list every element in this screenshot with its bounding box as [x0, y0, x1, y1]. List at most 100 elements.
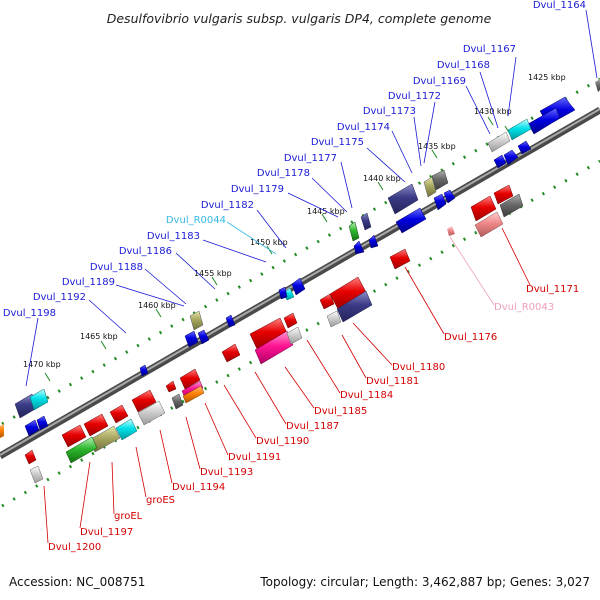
gene-label[interactable]: Dvul_1185 — [314, 406, 367, 417]
tick-label: 1465 kbp — [80, 332, 118, 341]
gene-feature[interactable] — [395, 207, 427, 234]
gene-label[interactable]: Dvul_1182 — [201, 200, 254, 211]
gene-feature[interactable] — [431, 169, 449, 191]
gene-feature[interactable] — [182, 385, 205, 404]
gene-label[interactable]: Dvul_1178 — [257, 168, 310, 179]
forward-gene-labels: Dvul_1164 Dvul_1167 Dvul_1168 Dvul_1169 … — [3, 0, 586, 319]
gene-feature[interactable] — [254, 330, 294, 365]
gene-feature[interactable] — [36, 415, 49, 431]
gene-label[interactable]: Dvul_1173 — [363, 106, 416, 117]
gene-feature[interactable] — [131, 389, 157, 413]
gene-feature[interactable] — [291, 277, 306, 296]
gene-feature[interactable] — [368, 234, 379, 249]
gene-label[interactable]: Dvul_1189 — [62, 277, 115, 288]
gene-feature[interactable] — [29, 465, 44, 484]
gene-feature[interactable] — [470, 195, 497, 222]
gene-feature[interactable] — [595, 79, 600, 92]
gene-feature[interactable] — [197, 329, 210, 345]
gene-feature[interactable] — [61, 424, 87, 448]
gene-label[interactable]: Dvul_1190 — [256, 436, 309, 447]
gene-feature[interactable] — [517, 140, 532, 155]
gene-feature[interactable] — [24, 449, 37, 465]
gene-label[interactable]: groES — [146, 495, 175, 506]
gene-label[interactable]: Dvul_1164 — [533, 0, 586, 11]
gene-feature[interactable] — [24, 419, 40, 437]
gene-label[interactable]: Dvul_1187 — [286, 421, 339, 432]
gene-feature[interactable] — [474, 211, 504, 238]
gene-feature[interactable] — [503, 149, 519, 166]
gene-feature[interactable] — [189, 310, 204, 331]
gene-feature[interactable] — [29, 388, 49, 411]
gene-feature[interactable] — [499, 193, 524, 218]
gene-label[interactable]: Dvul_1174 — [337, 122, 390, 133]
gene-feature[interactable] — [326, 310, 342, 328]
gene-feature[interactable] — [319, 293, 335, 310]
gene-label[interactable]: Dvul_R0043 — [494, 302, 554, 313]
gene-feature[interactable] — [387, 183, 419, 215]
gene-feature[interactable] — [83, 413, 109, 437]
gene-feature[interactable] — [137, 400, 166, 426]
reverse-gene-labels: Dvul_1171 Dvul_R0043 Dvul_1176 Dvul_1180… — [48, 284, 579, 553]
gene-label[interactable]: Dvul_1181 — [366, 376, 419, 387]
gene-feature[interactable] — [115, 418, 138, 441]
gene-label[interactable]: Dvul_1183 — [147, 231, 200, 242]
gene-feature[interactable] — [493, 154, 507, 169]
gene-feature[interactable] — [139, 364, 149, 377]
gene-feature[interactable] — [109, 404, 129, 424]
gene-feature[interactable] — [389, 248, 411, 270]
gene-feature[interactable] — [336, 290, 373, 323]
gene-label[interactable]: Dvul_1191 — [228, 452, 281, 463]
gene-feature[interactable] — [0, 424, 4, 438]
gene-feature[interactable] — [171, 393, 184, 410]
gene-label[interactable]: Dvul_1167 — [463, 44, 516, 55]
gene-label[interactable]: Dvul_1177 — [284, 153, 337, 164]
gene-feature[interactable] — [221, 343, 241, 363]
gene-feature[interactable] — [433, 193, 447, 211]
gene-feature[interactable] — [493, 184, 514, 205]
gene-label[interactable]: Dvul_1184 — [340, 390, 393, 401]
tick-label: 1460 kbp — [138, 301, 176, 310]
gene-label[interactable]: Dvul_1193 — [200, 467, 253, 478]
gene-feature[interactable] — [527, 107, 561, 135]
gene-feature[interactable] — [225, 314, 236, 328]
gene-feature[interactable] — [360, 212, 372, 231]
gene-label[interactable]: Dvul_1169 — [413, 76, 466, 87]
gene-label[interactable]: Dvul_1179 — [231, 184, 284, 195]
gene-label[interactable]: Dvul_1175 — [311, 137, 364, 148]
gene-feature[interactable] — [447, 226, 455, 236]
topology-text: Topology: circular; Length: 3,462,887 bp… — [259, 575, 590, 589]
gene-feature[interactable] — [353, 240, 365, 255]
gene-label[interactable]: Dvul_1194 — [172, 482, 225, 493]
gene-label[interactable]: Dvul_1176 — [444, 332, 497, 343]
gene-label[interactable]: Dvul_1197 — [80, 527, 133, 538]
gene-feature[interactable] — [443, 189, 456, 204]
gene-feature[interactable] — [283, 312, 298, 329]
gene-label[interactable]: Dvul_1188 — [90, 262, 143, 273]
gene-label[interactable]: Dvul_1192 — [33, 292, 86, 303]
gene-label[interactable]: Dvul_1172 — [388, 91, 441, 102]
gene-label[interactable]: Dvul_1198 — [3, 308, 56, 319]
gene-feature[interactable] — [165, 380, 177, 393]
gene-feature[interactable] — [179, 368, 201, 390]
gene-feature[interactable] — [348, 221, 360, 242]
tick-label: 1455 kbp — [194, 269, 232, 278]
tick-label: 1425 kbp — [528, 73, 566, 82]
gene-label[interactable]: groEL — [114, 511, 143, 522]
gene-label[interactable]: Dvul_1180 — [392, 362, 445, 373]
gene-feature[interactable] — [278, 286, 288, 300]
gene-feature[interactable] — [507, 118, 532, 141]
gene-feature[interactable] — [65, 436, 98, 464]
gene-label[interactable]: Dvul_1171 — [526, 284, 579, 295]
gene-label[interactable]: Dvul_1186 — [119, 246, 172, 257]
gene-feature[interactable] — [423, 176, 437, 198]
gene-feature[interactable] — [487, 131, 511, 153]
gene-feature[interactable] — [286, 326, 303, 345]
reverse-strand-features — [24, 184, 524, 484]
gene-label[interactable]: Dvul_1200 — [48, 542, 101, 553]
tick-label: 1435 kbp — [418, 142, 456, 151]
gene-feature[interactable] — [184, 330, 199, 348]
gene-label[interactable]: Dvul_1168 — [437, 60, 490, 71]
gene-label[interactable]: Dvul_R0044 — [166, 215, 226, 226]
forward-leader-lines — [25, 9, 598, 387]
